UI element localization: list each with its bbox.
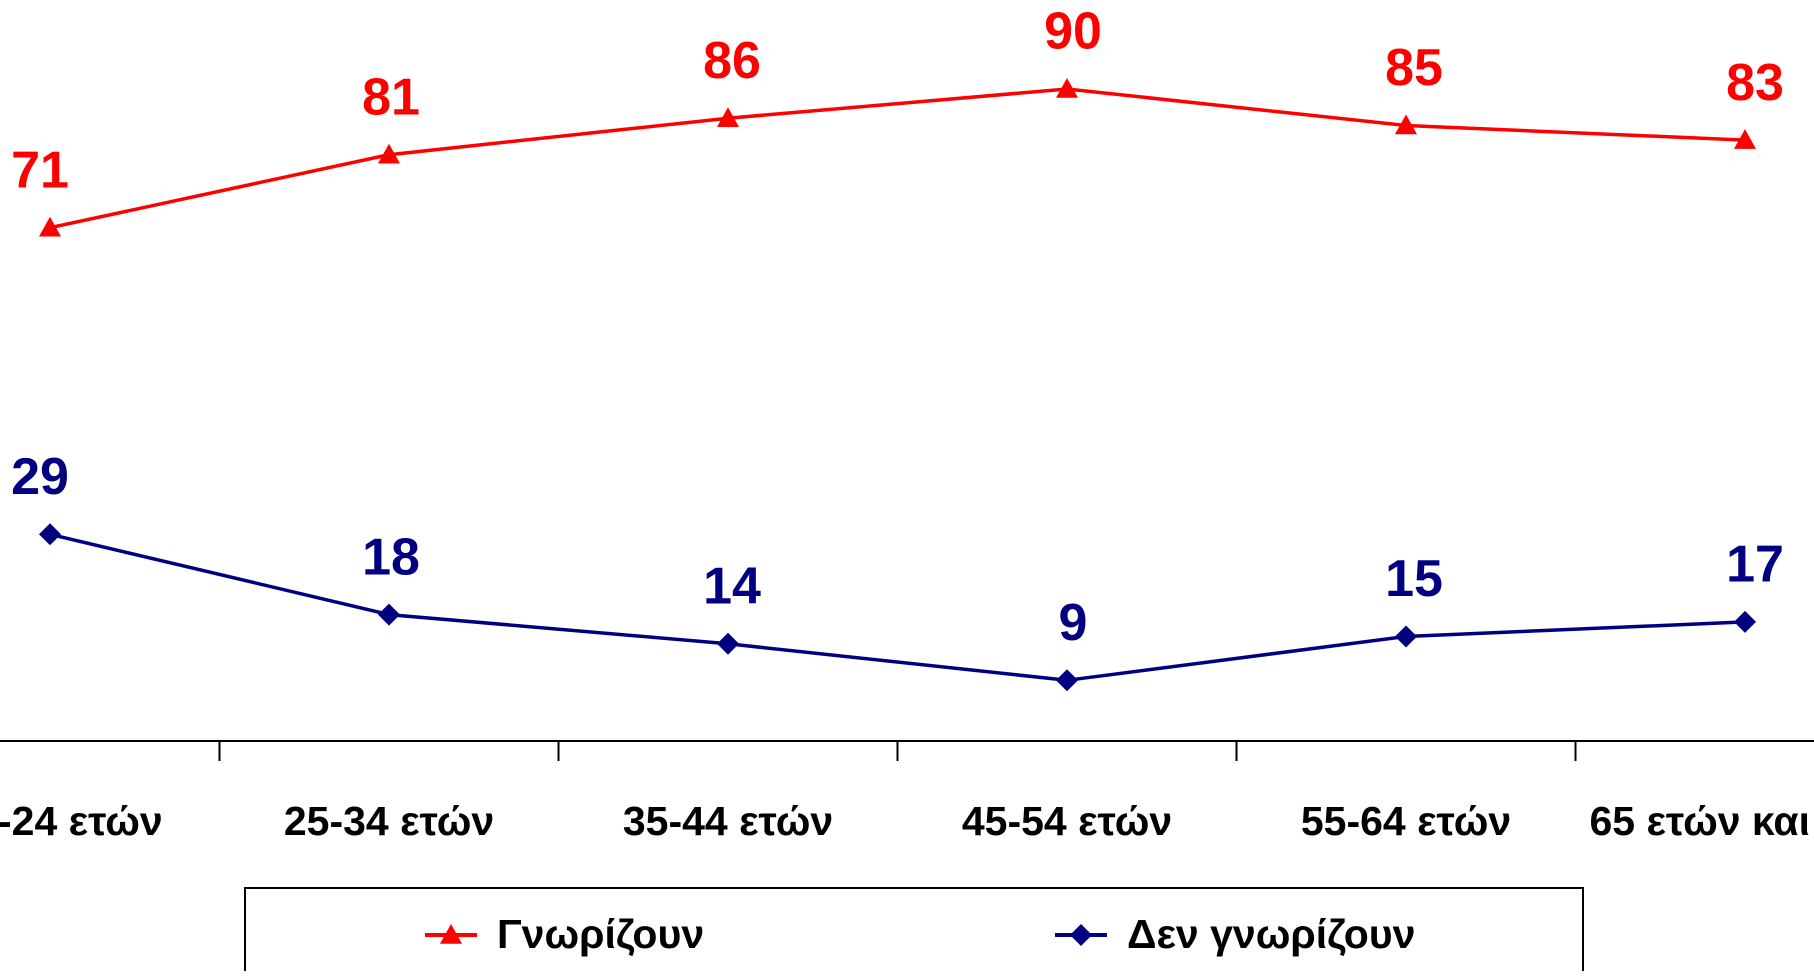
x-tick-label: 25-34 ετών <box>284 798 494 844</box>
data-point <box>378 143 400 164</box>
data-point <box>378 603 400 626</box>
data-point <box>1395 114 1417 135</box>
legend-marker <box>1070 924 1092 946</box>
legend-box <box>244 887 1584 976</box>
data-point <box>1056 78 1078 98</box>
data-label: 81 <box>362 68 420 126</box>
data-point <box>717 632 739 655</box>
legend-label: Δεν γνωρίζουν <box>1127 911 1415 957</box>
data-label: 14 <box>703 558 761 616</box>
data-point <box>39 216 61 237</box>
legend-label: Γνωρίζουν <box>497 911 704 957</box>
data-label: 18 <box>362 528 420 586</box>
data-point <box>39 523 61 546</box>
data-point <box>1734 610 1756 633</box>
x-tick-label: 35-44 ετών <box>623 798 833 844</box>
x-tick-label: 65 ετών και <box>1589 798 1810 844</box>
x-tick-label: 55-64 ετών <box>1301 798 1511 844</box>
data-label: 17 <box>1726 536 1784 594</box>
series-line <box>49 87 1746 230</box>
legend-marker <box>440 924 462 944</box>
data-point <box>1395 625 1417 648</box>
x-tick-label: -24 ετών <box>0 798 163 844</box>
data-label: 90 <box>1044 3 1102 61</box>
data-point <box>1056 669 1078 692</box>
data-label: 83 <box>1726 54 1784 112</box>
data-label: 85 <box>1385 39 1443 97</box>
data-label: 71 <box>11 141 69 199</box>
data-label: 29 <box>11 448 69 506</box>
data-point <box>1734 129 1756 149</box>
data-label: 15 <box>1385 550 1443 608</box>
data-point <box>717 107 739 127</box>
series-line <box>49 532 1746 683</box>
x-tick-label: 45-54 ετών <box>962 798 1172 844</box>
data-label: 9 <box>1059 594 1088 652</box>
data-label: 86 <box>703 32 761 90</box>
